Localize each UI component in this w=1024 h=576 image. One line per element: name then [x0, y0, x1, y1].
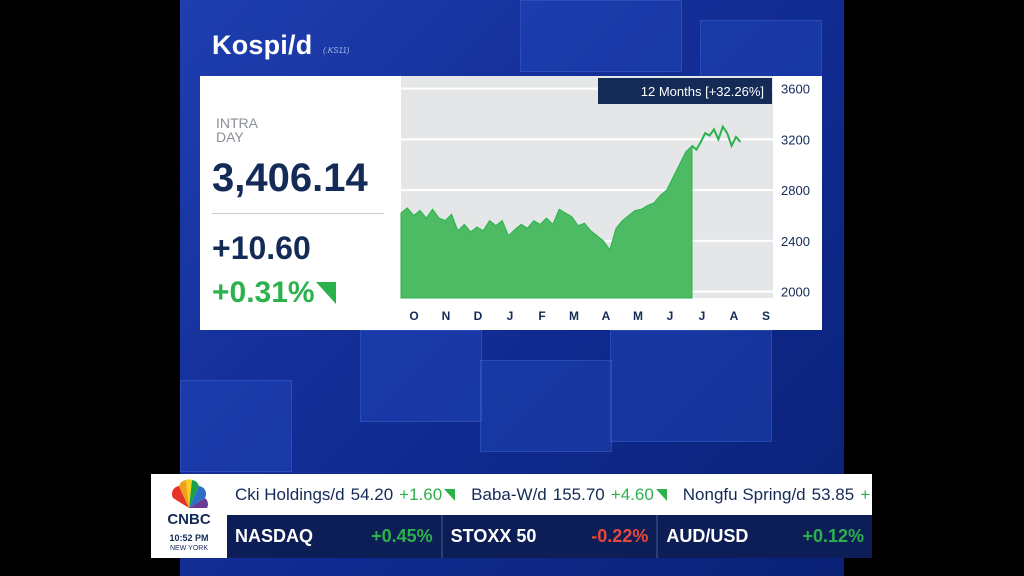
index-change: +0.45%	[371, 526, 433, 546]
index-ticker-row: NASDAQ +0.45% STOXX 50 -0.22% AUD/USD +0…	[227, 515, 872, 558]
x-tick-label: J	[507, 309, 514, 323]
bg-cube	[360, 330, 482, 422]
index-symbol: (.KS11)	[323, 46, 350, 55]
period-label: 12 Months [+32.26%]	[598, 78, 772, 104]
ticker-item: Baba-W/d 155.70 +4.60	[463, 485, 675, 505]
x-tick-label: F	[538, 309, 545, 323]
cnbc-logo-text: CNBC	[167, 511, 211, 528]
index-title: Kospi/d	[212, 30, 313, 60]
bg-cube	[520, 0, 682, 72]
clock-city: NEW YORK	[170, 545, 208, 552]
bg-cube	[180, 380, 292, 472]
index-cell: NASDAQ +0.45%	[227, 515, 443, 558]
x-axis-band	[401, 298, 773, 330]
cnbc-logo-box	[151, 474, 227, 558]
x-tick-label: O	[409, 309, 418, 323]
index-name: NASDAQ	[235, 526, 314, 546]
line-series-recent	[691, 124, 742, 152]
y-tick-label: 2000	[781, 285, 810, 300]
index-change: -0.22%	[591, 526, 649, 546]
y-tick-label: 3200	[781, 132, 810, 147]
x-tick-label: J	[699, 309, 706, 323]
index-cell: STOXX 50 -0.22%	[443, 515, 659, 558]
ticker-change: +1.60	[399, 485, 456, 505]
ticker-price: 155.70	[552, 484, 605, 504]
peacock-icon	[171, 479, 208, 508]
y-tick-label: 2400	[781, 234, 810, 249]
quote-panel: INTRA DAY 3,406.14 +10.60 +0.31%	[200, 76, 400, 330]
ticker-price: 53.85	[811, 484, 855, 504]
ticker-name: Baba-W/d	[471, 484, 547, 504]
divider	[212, 213, 384, 214]
x-tick-label: A	[730, 309, 739, 323]
ticker-item: Nongfu Spring/d 53.85 +	[675, 485, 872, 505]
x-tick-label: S	[762, 309, 770, 323]
bg-cube	[480, 360, 612, 452]
x-tick-label: A	[602, 309, 611, 323]
index-cell: AUD/USD +0.12%	[658, 515, 872, 558]
net-change: +10.60	[212, 230, 311, 266]
ticker-name: Cki Holdings/d	[235, 484, 345, 504]
y-tick-label: 3600	[781, 82, 810, 97]
x-tick-label: N	[442, 309, 451, 323]
up-arrow-icon	[316, 282, 336, 304]
x-tick-label: M	[633, 309, 643, 323]
price-chart: 2000 2400 2800 3200 3600 O N D J F M A M J J A S	[400, 82, 810, 330]
x-tick-label: M	[569, 309, 579, 323]
last-price: 3,406.14	[212, 156, 368, 200]
ticker-change: +	[860, 484, 871, 504]
intraday-label: INTRA DAY	[216, 115, 258, 145]
ticker-item: Cki Holdings/d 54.20 +1.60	[227, 485, 463, 505]
ticker-name: Nongfu Spring/d	[682, 484, 806, 504]
y-tick-label: 2800	[781, 183, 810, 198]
stock-ticker-row: Cki Holdings/d 54.20 +1.60 Baba-W/d 155.…	[227, 474, 872, 515]
ticker-change: +4.60	[611, 485, 667, 505]
ticker-price: 54.20	[350, 484, 394, 504]
x-tick-label: J	[667, 309, 674, 323]
index-name: AUD/USD	[666, 526, 749, 546]
up-arrow-icon	[444, 488, 456, 501]
clock-time: 10:52 PM	[169, 533, 209, 543]
bg-cube	[610, 330, 772, 442]
index-change: +0.12%	[802, 526, 865, 546]
up-arrow-icon	[655, 488, 667, 501]
index-name: STOXX 50	[450, 526, 537, 546]
area-series-past	[400, 144, 693, 299]
percent-change: +0.31%	[212, 276, 315, 309]
x-tick-label: D	[474, 309, 483, 323]
